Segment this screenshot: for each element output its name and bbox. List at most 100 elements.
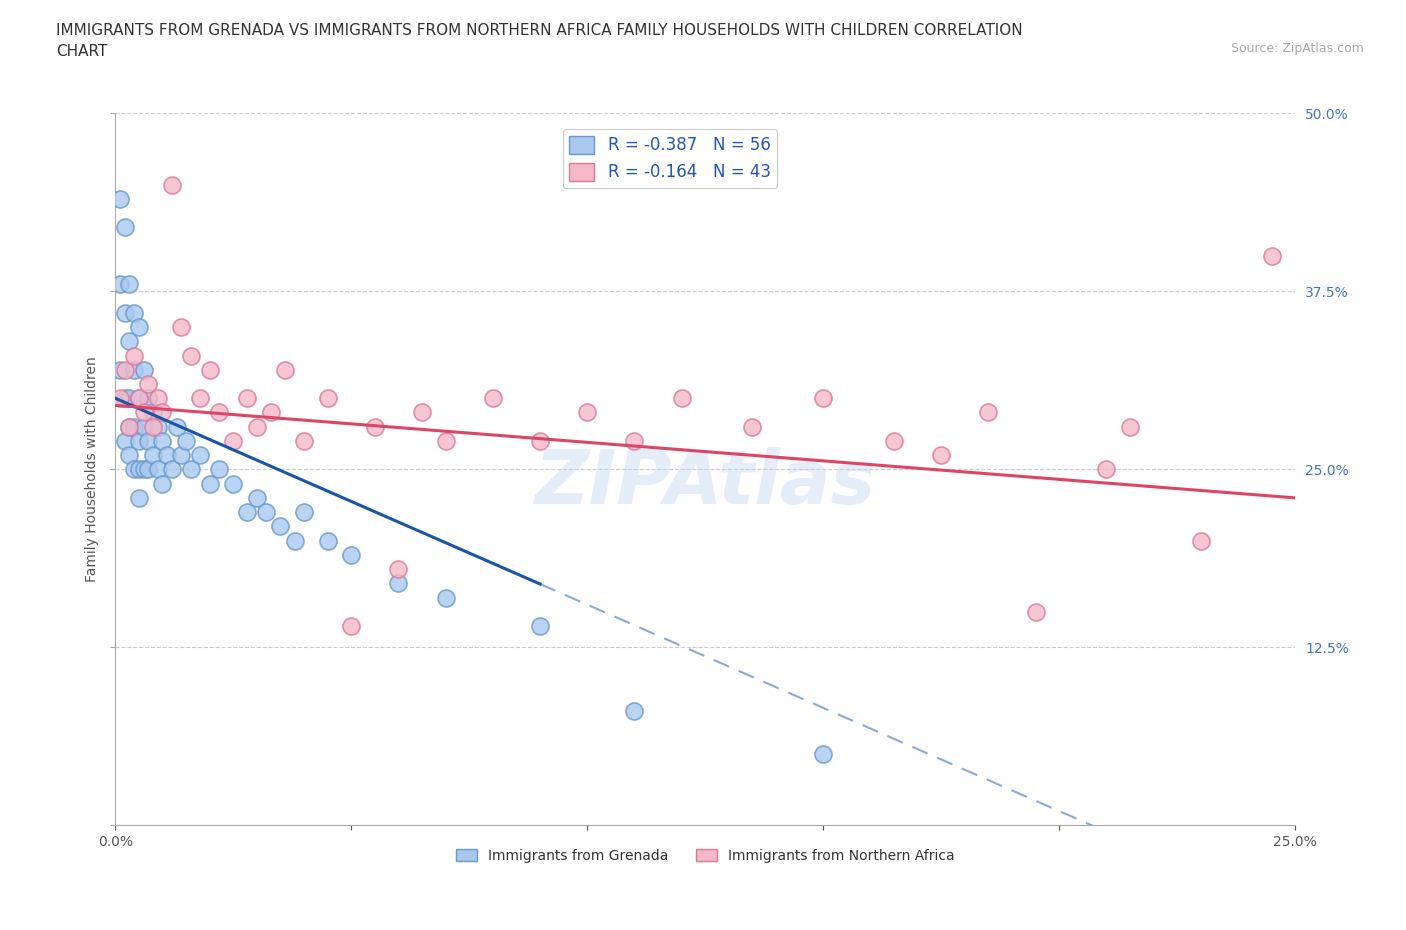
Point (434, 591, 457, 605)
Point (142, 405, 165, 420)
Point (188, 391, 211, 405)
Point (152, 476, 174, 491)
Point (222, 476, 245, 491)
Point (340, 548, 363, 563)
Point (260, 405, 283, 420)
Point (136, 391, 159, 405)
Point (118, 419, 141, 434)
Point (142, 447, 165, 462)
Legend: Immigrants from Grenada, Immigrants from Northern Africa: Immigrants from Grenada, Immigrants from… (450, 844, 960, 869)
Point (132, 363, 155, 378)
Point (118, 419, 141, 434)
Point (387, 576, 409, 591)
Point (883, 433, 905, 448)
Point (292, 505, 315, 520)
Point (136, 433, 159, 448)
Point (741, 419, 763, 434)
Point (146, 419, 169, 434)
Point (813, 747, 835, 762)
Point (152, 433, 174, 448)
Text: IMMIGRANTS FROM GRENADA VS IMMIGRANTS FROM NORTHERN AFRICA FAMILY HOUSEHOLDS WIT: IMMIGRANTS FROM GRENADA VS IMMIGRANTS FR… (56, 23, 1024, 60)
Point (977, 405, 1000, 420)
Point (170, 320, 193, 335)
Point (114, 433, 136, 448)
Point (208, 405, 231, 420)
Point (529, 618, 551, 633)
Text: Source: ZipAtlas.com: Source: ZipAtlas.com (1230, 42, 1364, 55)
Point (364, 419, 387, 434)
Point (166, 419, 188, 434)
Point (576, 405, 599, 420)
Point (108, 363, 131, 378)
Point (136, 377, 159, 392)
Point (170, 447, 193, 462)
Point (122, 348, 145, 363)
Point (482, 391, 505, 405)
Text: ZIPAtlas: ZIPAtlas (534, 447, 876, 520)
Point (118, 277, 141, 292)
Point (1095, 462, 1118, 477)
Point (671, 391, 693, 405)
Point (128, 462, 150, 477)
Point (156, 447, 179, 462)
Point (108, 391, 131, 405)
Point (146, 391, 169, 405)
Point (254, 505, 277, 520)
Point (1025, 604, 1047, 619)
Point (122, 419, 145, 434)
Point (128, 391, 150, 405)
Point (114, 305, 136, 320)
Point (160, 178, 183, 193)
Point (128, 490, 150, 505)
Point (208, 462, 231, 477)
Point (813, 391, 835, 405)
Point (132, 405, 155, 420)
Point (136, 462, 159, 477)
Point (316, 391, 339, 405)
Point (132, 419, 155, 434)
Point (128, 320, 150, 335)
Point (316, 533, 339, 548)
Point (222, 433, 245, 448)
Point (114, 391, 136, 405)
Point (246, 490, 269, 505)
Point (180, 462, 202, 477)
Point (623, 433, 645, 448)
Point (529, 433, 551, 448)
Point (128, 391, 150, 405)
Point (1260, 248, 1282, 263)
Point (108, 277, 131, 292)
Point (128, 433, 150, 448)
Point (1189, 533, 1212, 548)
Y-axis label: Family Households with Children: Family Households with Children (86, 356, 100, 582)
Point (274, 363, 297, 378)
Point (142, 419, 165, 434)
Point (236, 505, 259, 520)
Point (246, 419, 269, 434)
Point (122, 462, 145, 477)
Point (198, 476, 221, 491)
Point (387, 562, 409, 577)
Point (284, 533, 307, 548)
Point (340, 618, 363, 633)
Point (188, 447, 211, 462)
Point (108, 192, 131, 206)
Point (152, 405, 174, 420)
Point (114, 363, 136, 378)
Point (623, 704, 645, 719)
Point (292, 433, 315, 448)
Point (1119, 419, 1142, 434)
Point (146, 462, 169, 477)
Point (174, 433, 197, 448)
Point (434, 433, 457, 448)
Point (132, 462, 155, 477)
Point (122, 363, 145, 378)
Point (118, 447, 141, 462)
Point (411, 405, 433, 420)
Point (236, 391, 259, 405)
Point (198, 363, 221, 378)
Point (114, 220, 136, 235)
Point (122, 305, 145, 320)
Point (118, 391, 141, 405)
Point (929, 447, 952, 462)
